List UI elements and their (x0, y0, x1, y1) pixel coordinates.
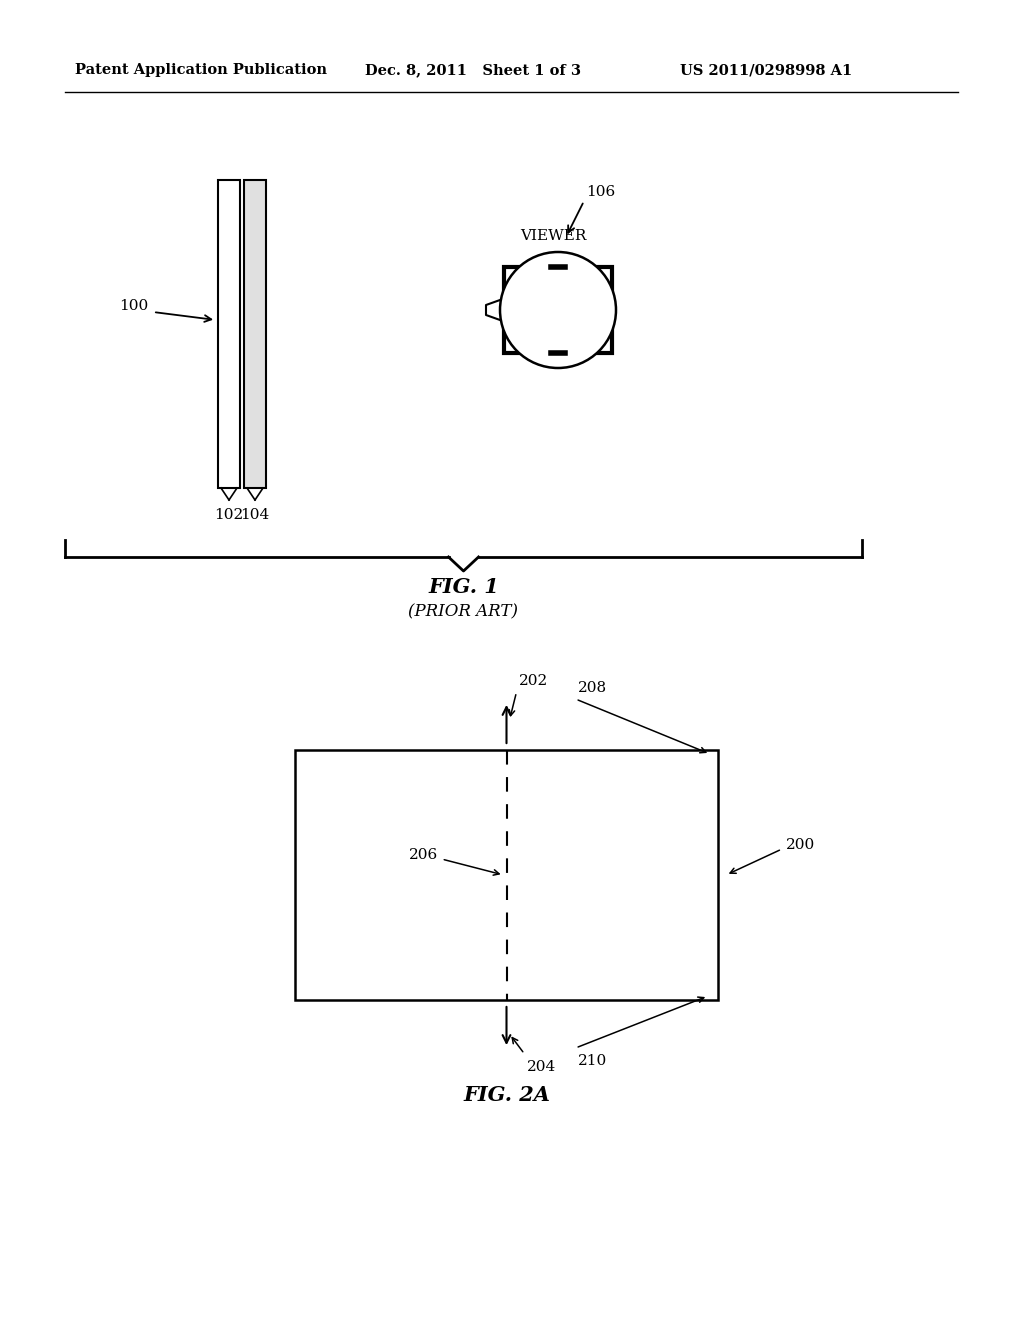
Bar (244, 180, 266, 488)
Bar (218, 180, 240, 488)
Text: FIG. 1: FIG. 1 (428, 577, 499, 597)
Text: 104: 104 (241, 508, 269, 521)
Text: Patent Application Publication: Patent Application Publication (75, 63, 327, 77)
Text: 106: 106 (586, 185, 615, 199)
Text: 100: 100 (119, 300, 148, 313)
Text: 200: 200 (786, 838, 815, 851)
Text: FIG. 2A: FIG. 2A (463, 1085, 550, 1105)
Text: 102: 102 (214, 508, 244, 521)
Text: VIEWER: VIEWER (520, 228, 586, 243)
Text: 210: 210 (578, 1053, 607, 1068)
Bar (504, 267, 612, 352)
Text: 202: 202 (518, 675, 548, 688)
Text: 204: 204 (526, 1060, 556, 1074)
Text: (PRIOR ART): (PRIOR ART) (409, 603, 518, 620)
Text: 208: 208 (578, 681, 606, 696)
Text: 206: 206 (410, 847, 438, 862)
Bar (295, 750, 718, 1001)
Text: Dec. 8, 2011   Sheet 1 of 3: Dec. 8, 2011 Sheet 1 of 3 (365, 63, 581, 77)
Text: US 2011/0298998 A1: US 2011/0298998 A1 (680, 63, 852, 77)
Circle shape (500, 252, 616, 368)
